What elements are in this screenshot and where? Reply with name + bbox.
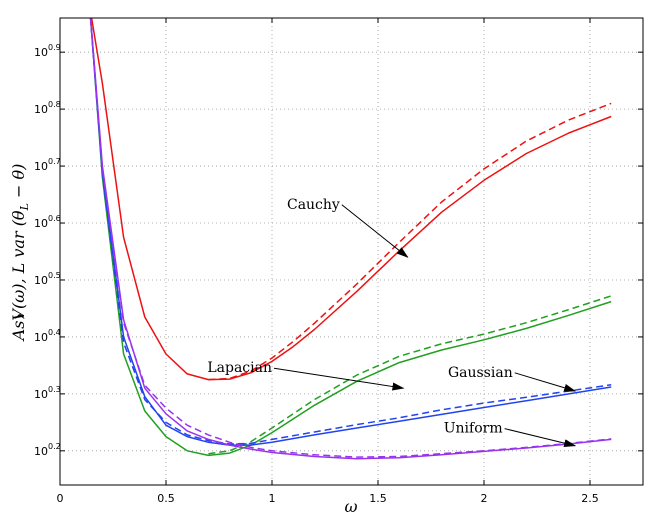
y-tick-label: 100.3 (34, 385, 61, 401)
annotation-arrow (341, 204, 409, 258)
series-line-cauchy-dashed (208, 102, 612, 381)
annotation-cauchy: Cauchy (287, 197, 340, 213)
x-tick-label: 1 (269, 492, 276, 505)
x-tick-label: 2 (481, 492, 488, 505)
annotation-gaussian: Gaussian (448, 365, 513, 381)
y-axis-label-hat: ^ (13, 311, 26, 330)
annotation-arrow (273, 367, 405, 391)
y-axis-label-rest: − θ) (9, 164, 28, 203)
ticks: 0 0.5 1 1.5 2 2.5 100.2 100.3 100.4 100.5 100.6 100… (34, 18, 643, 505)
x-tick-label: 0 (57, 492, 64, 505)
y-tick-label: 100.6 (34, 214, 61, 230)
series-line-lapacian (89, 18, 612, 457)
y-tick-label: 100.9 (34, 43, 61, 59)
x-tick-label: 2.5 (581, 492, 599, 505)
plot-area (60, 18, 643, 485)
annotation-arrow (504, 428, 577, 448)
series-line-gaussian (89, 18, 612, 446)
x-tick-label: 1.5 (369, 492, 387, 505)
x-tick-label: 0.5 (157, 492, 175, 505)
y-tick-label: 100.7 (34, 157, 61, 173)
series-line-gaussian-dashed (89, 18, 612, 445)
y-tick-label: 100.8 (34, 100, 61, 116)
annotations: Cauchy Lapacian Gaussian Uniform (207, 197, 577, 448)
annotation-lapacian: Lapacian (207, 360, 272, 376)
y-axis-label-main: AsV(ω), L var ( (9, 219, 28, 342)
series-line-uniform-dashed (89, 18, 612, 458)
x-axis-label: ω (344, 497, 357, 516)
plot-frame (59, 17, 644, 486)
y-tick-label: 100.5 (34, 271, 61, 287)
y-axis-label-subscript: L (18, 203, 31, 211)
y-axis-label: AsV(ω), L var (θL − θ) (9, 164, 31, 343)
annotation-arrow (514, 372, 577, 392)
y-tick-label: 100.2 (34, 442, 61, 458)
series-line-lapacian-dashed (208, 295, 612, 455)
series-group (89, 18, 612, 460)
annotation-uniform: Uniform (444, 421, 503, 437)
y-tick-label: 100.4 (34, 328, 61, 344)
series-line-cauchy (90, 18, 612, 381)
y-axis-label-theta-hat: θ (9, 210, 28, 220)
